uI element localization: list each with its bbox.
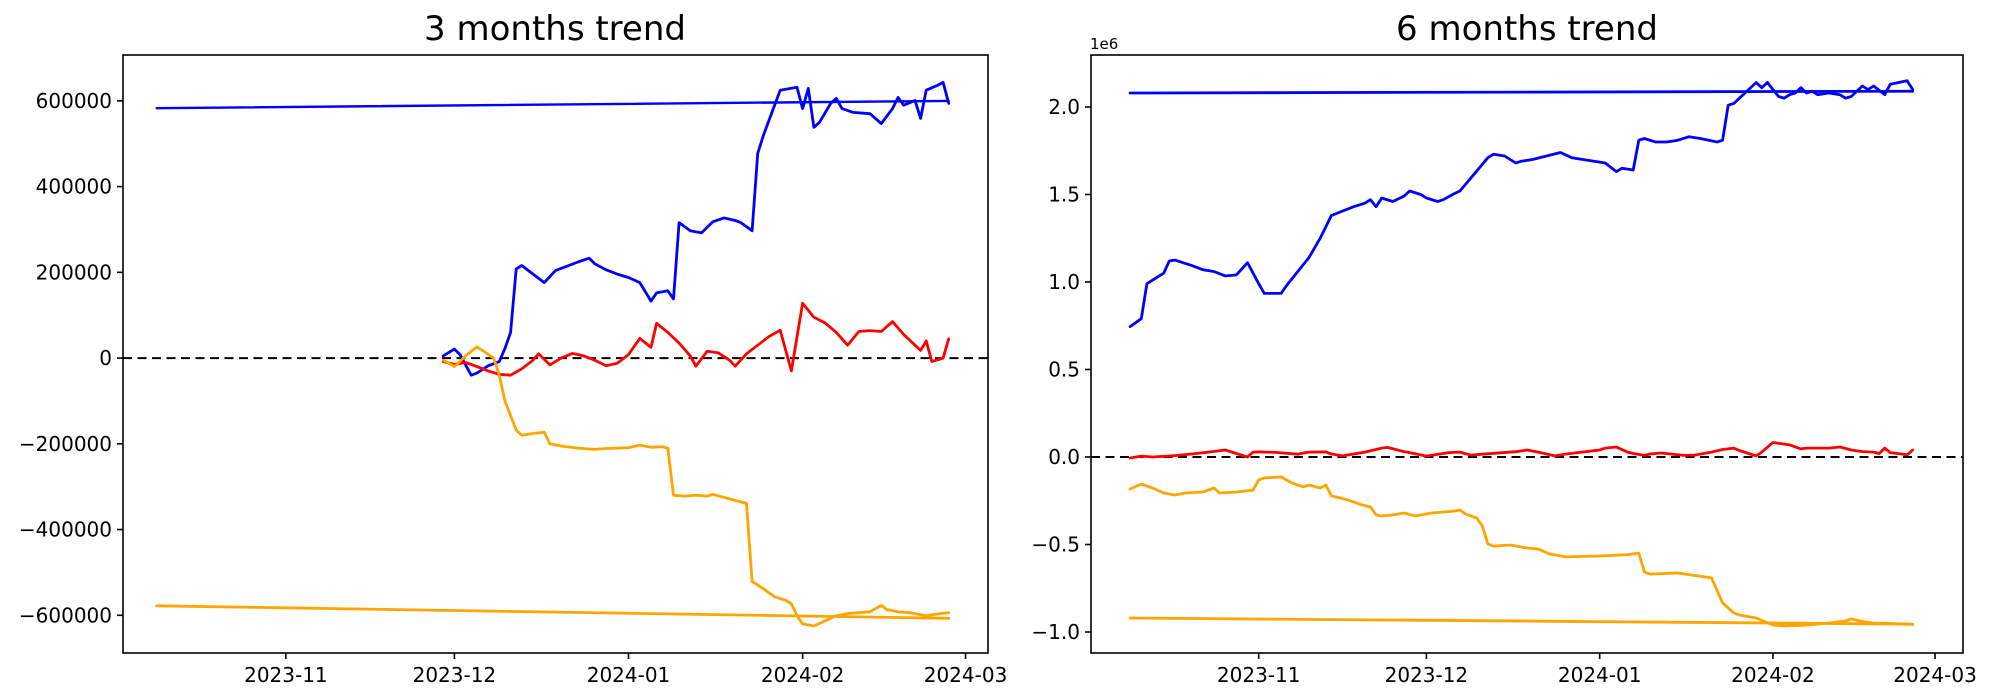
y-tick-label: 1.5 bbox=[1048, 182, 1080, 206]
y-tick-label: 200000 bbox=[36, 260, 112, 284]
x-tick-label: 2024-01 bbox=[587, 663, 671, 687]
plot-frame bbox=[122, 54, 989, 654]
x-tick-label: 2024-03 bbox=[1893, 663, 1977, 687]
left-chart-title: 3 months trend bbox=[424, 9, 686, 49]
y-tick-label: 2.0 bbox=[1048, 95, 1080, 119]
lower-actual-line bbox=[1128, 475, 1915, 628]
lower-trend-line bbox=[155, 604, 951, 620]
left-chart-area: 600000 400000 200000 0 −200000 −400000 −600000… bbox=[19, 54, 1008, 687]
x-tick-label: 2023-11 bbox=[244, 663, 328, 687]
x-tick-label: 2024-01 bbox=[1558, 663, 1642, 687]
right-chart-title: 6 months trend bbox=[1396, 9, 1658, 49]
y-tick-label: 0 bbox=[99, 346, 112, 370]
upper-trend-line bbox=[155, 99, 950, 110]
y-tick-label: −600000 bbox=[19, 603, 112, 627]
lower-actual-line bbox=[441, 345, 951, 628]
x-tick-label: 2023-12 bbox=[413, 663, 497, 687]
x-tick-label: 2024-02 bbox=[761, 663, 845, 687]
y-tick-label: 0.5 bbox=[1048, 357, 1080, 381]
y-tick-label: −200000 bbox=[19, 432, 112, 456]
right-chart-area: 2.0 1.5 1.0 0.5 0.0 −0.5 −1.0 2023-11 2023-12 202… bbox=[1031, 54, 1977, 687]
y-tick-label: −1.0 bbox=[1031, 620, 1080, 644]
y-axis-offset-label: 1e6 bbox=[1090, 35, 1118, 53]
y-tick-label: 1.0 bbox=[1048, 270, 1080, 294]
y-tick-label: 0.0 bbox=[1048, 445, 1080, 469]
y-tick-label: 400000 bbox=[36, 175, 112, 199]
x-tick-label: 2023-11 bbox=[1217, 663, 1301, 687]
x-tick-label: 2024-02 bbox=[1731, 663, 1815, 687]
upper-trend-line bbox=[1128, 89, 1915, 95]
middle-actual-line bbox=[441, 301, 951, 377]
upper-actual-line bbox=[1128, 79, 1915, 329]
upper-actual-line bbox=[441, 81, 951, 377]
plot-frame bbox=[1090, 54, 1964, 654]
y-tick-label: −400000 bbox=[19, 518, 112, 542]
x-tick-label: 2023-12 bbox=[1385, 663, 1469, 687]
x-tick-label: 2024-03 bbox=[924, 663, 1008, 687]
lower-trend-line bbox=[1128, 616, 1915, 626]
y-tick-label: −0.5 bbox=[1031, 532, 1080, 556]
y-tick-label: 600000 bbox=[36, 89, 112, 113]
middle-actual-line bbox=[1128, 441, 1915, 460]
